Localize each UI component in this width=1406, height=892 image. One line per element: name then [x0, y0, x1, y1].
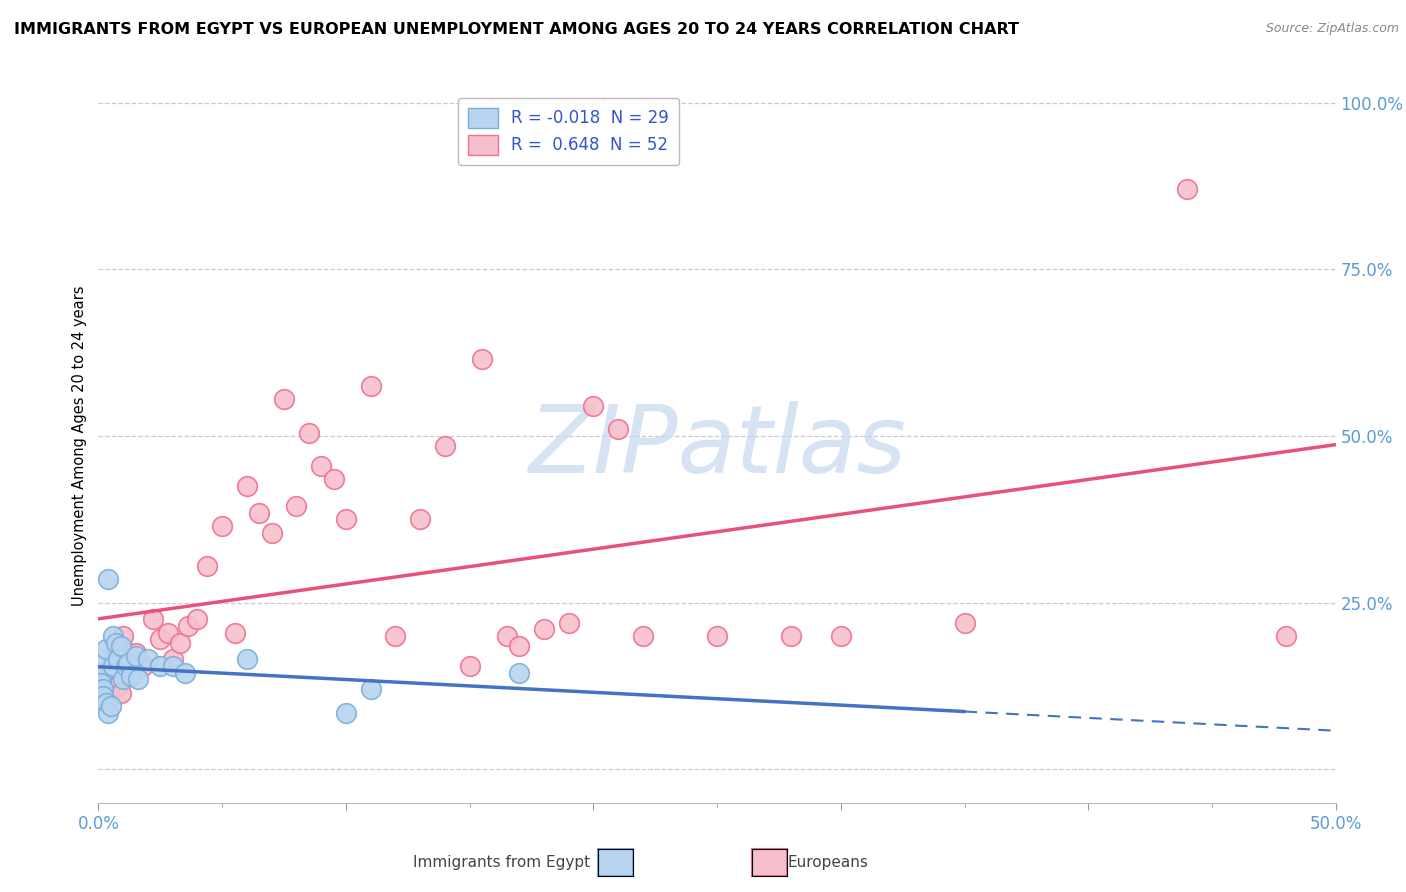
- Text: ZIPatlas: ZIPatlas: [529, 401, 905, 491]
- Point: [1275, 629, 1298, 643]
- Point: [97, 706, 120, 720]
- Point: [309, 458, 332, 473]
- Point: [247, 506, 270, 520]
- Point: [90, 675, 112, 690]
- Point: [409, 512, 432, 526]
- Text: Source: ZipAtlas.com: Source: ZipAtlas.com: [1265, 22, 1399, 36]
- Point: [953, 615, 976, 630]
- Point: [103, 659, 125, 673]
- Point: [110, 686, 132, 700]
- Point: [100, 699, 122, 714]
- Point: [607, 422, 630, 436]
- Point: [508, 639, 530, 653]
- Point: [90, 665, 112, 680]
- Point: [557, 615, 579, 630]
- Point: [458, 659, 481, 673]
- Point: [107, 679, 129, 693]
- Point: [706, 629, 728, 643]
- Point: [117, 646, 139, 660]
- Text: Europeans: Europeans: [787, 855, 869, 870]
- Point: [136, 652, 159, 666]
- Point: [156, 625, 179, 640]
- Point: [93, 682, 115, 697]
- Point: [273, 392, 295, 407]
- Point: [508, 665, 530, 680]
- Point: [176, 619, 198, 633]
- Point: [124, 646, 146, 660]
- Point: [830, 629, 852, 643]
- Point: [360, 682, 382, 697]
- Point: [174, 665, 197, 680]
- Point: [104, 636, 127, 650]
- Point: [162, 652, 184, 666]
- Point: [94, 696, 117, 710]
- Point: [112, 629, 135, 643]
- Point: [94, 642, 117, 657]
- Text: IMMIGRANTS FROM EGYPT VS EUROPEAN UNEMPLOYMENT AMONG AGES 20 TO 24 YEARS CORRELA: IMMIGRANTS FROM EGYPT VS EUROPEAN UNEMPL…: [14, 22, 1019, 37]
- Point: [103, 629, 125, 643]
- Y-axis label: Unemployment Among Ages 20 to 24 years: Unemployment Among Ages 20 to 24 years: [72, 285, 87, 607]
- Point: [495, 629, 517, 643]
- Point: [195, 559, 218, 574]
- Point: [149, 659, 172, 673]
- Legend: R = -0.018  N = 29, R =  0.648  N = 52: R = -0.018 N = 29, R = 0.648 N = 52: [458, 97, 679, 165]
- Point: [260, 525, 283, 540]
- Point: [360, 379, 382, 393]
- Point: [94, 686, 117, 700]
- Point: [211, 519, 233, 533]
- Point: [124, 649, 146, 664]
- Point: [94, 673, 117, 687]
- Text: Immigrants from Egypt: Immigrants from Egypt: [413, 855, 591, 870]
- Point: [224, 625, 246, 640]
- Point: [112, 673, 135, 687]
- Point: [132, 659, 155, 673]
- Point: [780, 629, 803, 643]
- Point: [93, 689, 115, 703]
- Point: [149, 632, 172, 647]
- Point: [104, 665, 127, 680]
- Point: [100, 659, 122, 673]
- Point: [298, 425, 321, 440]
- Point: [117, 656, 139, 670]
- Point: [127, 673, 149, 687]
- Point: [107, 652, 129, 666]
- Point: [471, 352, 494, 367]
- Point: [1175, 182, 1198, 196]
- Point: [433, 439, 456, 453]
- Point: [631, 629, 654, 643]
- Point: [533, 623, 555, 637]
- Point: [114, 659, 136, 673]
- Point: [322, 472, 344, 486]
- Point: [162, 659, 184, 673]
- Point: [142, 612, 165, 626]
- Point: [90, 652, 112, 666]
- Point: [236, 479, 259, 493]
- Point: [103, 652, 125, 666]
- Point: [110, 639, 132, 653]
- Point: [186, 612, 208, 626]
- Point: [90, 669, 112, 683]
- Point: [120, 669, 142, 683]
- Point: [169, 636, 191, 650]
- Point: [97, 573, 120, 587]
- Point: [93, 679, 115, 693]
- Point: [236, 652, 259, 666]
- Point: [582, 399, 605, 413]
- Point: [384, 629, 406, 643]
- Point: [335, 512, 357, 526]
- Point: [335, 706, 357, 720]
- Point: [97, 692, 120, 706]
- Point: [285, 499, 308, 513]
